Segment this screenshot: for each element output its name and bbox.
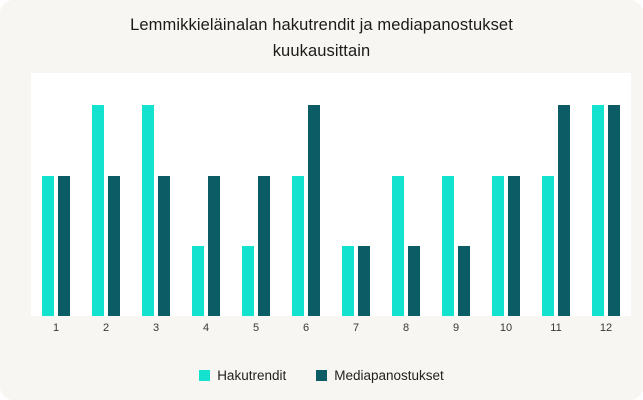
bar-mediapanostukset-8 xyxy=(408,246,420,316)
x-tick-label-6: 6 xyxy=(302,322,310,334)
x-tick-label-9: 9 xyxy=(452,322,460,334)
bar-mediapanostukset-5 xyxy=(258,176,270,316)
bar-mediapanostukset-1 xyxy=(58,176,70,316)
legend: Hakutrendit Mediapanostukset xyxy=(0,368,643,383)
legend-item-mediapanostukset[interactable]: Mediapanostukset xyxy=(316,368,444,383)
bar-group-2 xyxy=(81,73,131,316)
bar-hakutrendit-10 xyxy=(492,176,504,316)
bar-group-8 xyxy=(381,73,431,316)
legend-swatch-icon xyxy=(199,370,211,381)
x-tick-label-2: 2 xyxy=(102,322,110,334)
legend-label: Mediapanostukset xyxy=(334,368,444,383)
bar-hakutrendit-6 xyxy=(292,176,304,316)
plot-area xyxy=(31,73,631,316)
bar-mediapanostukset-7 xyxy=(358,246,370,316)
bar-mediapanostukset-9 xyxy=(458,246,470,316)
x-tick-label-11: 11 xyxy=(550,322,562,334)
bar-mediapanostukset-10 xyxy=(508,176,520,316)
x-tick-label-10: 10 xyxy=(499,322,513,334)
bar-mediapanostukset-12 xyxy=(608,105,620,316)
bar-hakutrendit-12 xyxy=(592,105,604,316)
bar-hakutrendit-9 xyxy=(442,176,454,316)
chart-title: Lemmikkieläinalan hakutrendit ja mediapa… xyxy=(130,16,513,60)
bar-hakutrendit-1 xyxy=(42,176,54,316)
bar-group-12 xyxy=(581,73,631,316)
x-tick-label-4: 4 xyxy=(202,322,210,334)
bar-mediapanostukset-2 xyxy=(108,176,120,316)
bar-hakutrendit-7 xyxy=(342,246,354,316)
bar-group-9 xyxy=(431,73,481,316)
bar-group-11 xyxy=(531,73,581,316)
bar-mediapanostukset-6 xyxy=(308,105,320,316)
bar-hakutrendit-5 xyxy=(242,246,254,316)
x-tick-label-1: 1 xyxy=(52,322,60,334)
x-tick-label-12: 12 xyxy=(599,322,613,334)
bar-hakutrendit-3 xyxy=(142,105,154,316)
bar-group-3 xyxy=(131,73,181,316)
bar-group-10 xyxy=(481,73,531,316)
bar-group-5 xyxy=(231,73,281,316)
legend-item-hakutrendit[interactable]: Hakutrendit xyxy=(199,368,286,383)
bar-mediapanostukset-3 xyxy=(158,176,170,316)
x-tick-label-3: 3 xyxy=(152,322,160,334)
bar-group-7 xyxy=(331,73,381,316)
bar-hakutrendit-2 xyxy=(92,105,104,316)
bar-hakutrendit-4 xyxy=(192,246,204,316)
bar-group-4 xyxy=(181,73,231,316)
bar-hakutrendit-11 xyxy=(542,176,554,316)
x-tick-label-7: 7 xyxy=(352,322,360,334)
bar-hakutrendit-8 xyxy=(392,176,404,316)
bar-group-1 xyxy=(31,73,81,316)
x-tick-label-5: 5 xyxy=(252,322,260,334)
legend-label: Hakutrendit xyxy=(217,368,287,383)
bar-mediapanostukset-4 xyxy=(208,176,220,316)
bar-mediapanostukset-11 xyxy=(558,105,570,316)
legend-swatch-icon xyxy=(316,370,328,381)
x-tick-label-8: 8 xyxy=(402,322,410,334)
bar-group-6 xyxy=(281,73,331,316)
x-axis-labels: 1 2 3 4 5 6 7 8 9 10 11 12 xyxy=(31,322,631,334)
